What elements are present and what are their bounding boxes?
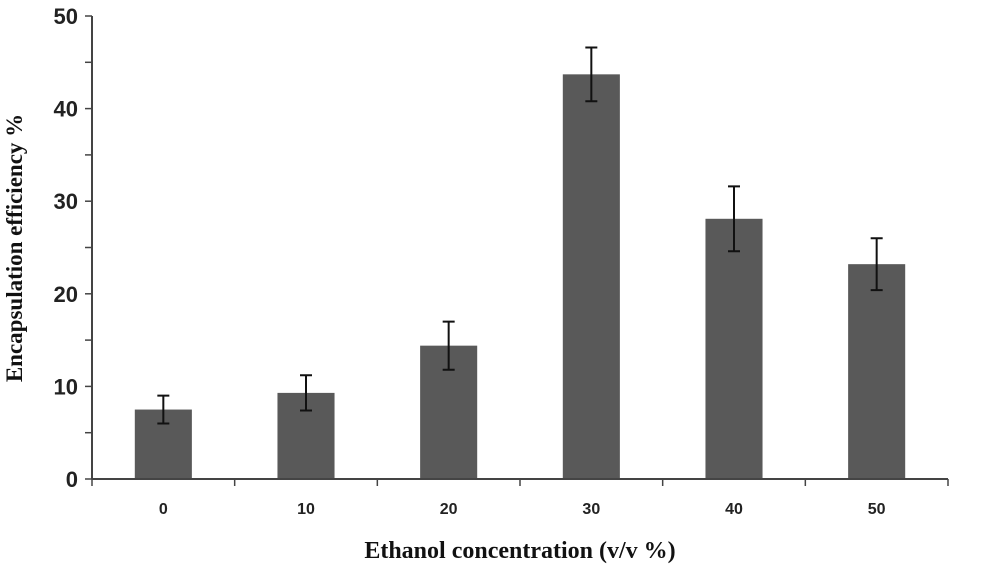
y-tick-label: 40 — [54, 97, 78, 122]
error-bar — [300, 374, 312, 412]
x-tick-label: 10 — [297, 501, 315, 518]
error-bar — [442, 320, 455, 371]
y-axis-ticks: 0 10 20 30 40 50 — [54, 4, 92, 492]
x-tick-label: 50 — [868, 501, 886, 518]
bar — [848, 264, 906, 479]
x-tick-label: 0 — [159, 501, 168, 518]
bars — [134, 74, 906, 479]
error-bar — [157, 394, 170, 425]
bar — [562, 74, 620, 479]
x-tick-label: 30 — [582, 501, 600, 518]
error-bar — [728, 185, 740, 253]
bar — [705, 218, 763, 479]
x-tick-label: 40 — [725, 501, 743, 518]
y-tick-label: 10 — [54, 374, 78, 399]
error-bar — [585, 46, 598, 103]
y-tick-label: 50 — [54, 4, 78, 29]
error-bars — [157, 46, 883, 425]
y-tick-label: 30 — [54, 189, 78, 214]
error-bar — [870, 237, 883, 292]
y-tick-label: 0 — [66, 467, 78, 492]
y-axis-title: Encapsulation efficiency % — [2, 114, 27, 382]
y-tick-label: 20 — [54, 282, 78, 307]
x-tick-label: 20 — [440, 501, 458, 518]
x-axis-ticks: 0 10 20 30 40 50 — [91, 479, 949, 518]
x-axis-title: Ethanol concentration (v/v %) — [364, 538, 675, 564]
